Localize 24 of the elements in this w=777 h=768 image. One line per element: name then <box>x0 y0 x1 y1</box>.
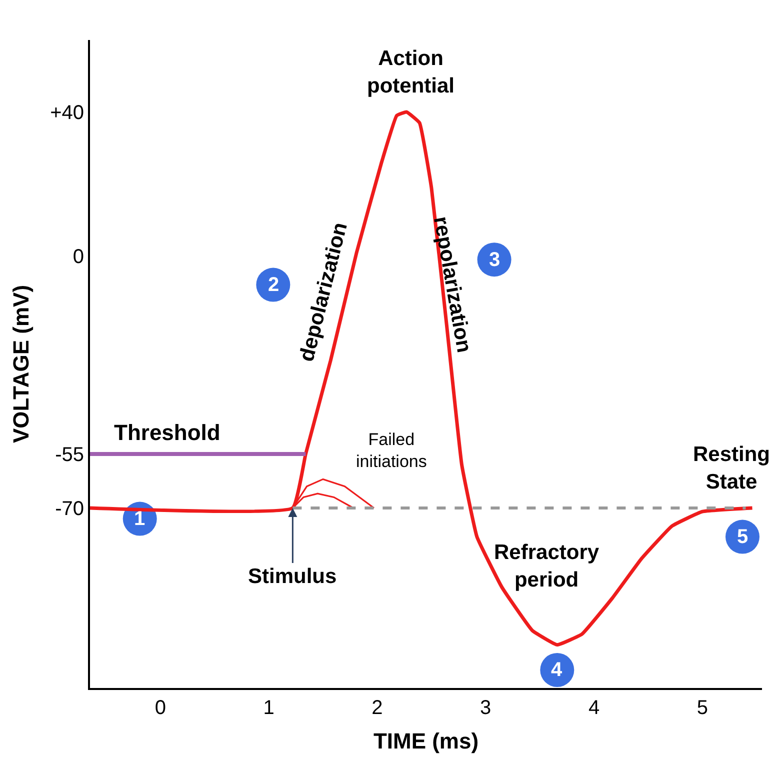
x-tick-label: 2 <box>372 697 383 719</box>
annotation: 1 <box>134 508 146 530</box>
x-tick-label: 1 <box>263 697 274 719</box>
annotation: 3 <box>489 249 500 271</box>
annotation: Resting State <box>693 443 770 494</box>
annotation: 2 <box>268 274 280 296</box>
annotation: repolarization <box>428 214 476 354</box>
y-tick-label: +40 <box>50 102 84 124</box>
y-tick-label: -55 <box>55 444 84 466</box>
x-axis-title: TIME (ms) <box>373 728 479 754</box>
x-tick-label: 0 <box>154 697 166 719</box>
y-axis-title: VOLTAGE (mV) <box>8 284 34 444</box>
y-tick-label: -70 <box>55 498 84 520</box>
annotation: Action potential <box>367 47 454 98</box>
annotation: Threshold <box>114 420 220 445</box>
x-tick-label: 4 <box>588 697 600 719</box>
x-tick-label: 5 <box>696 697 708 719</box>
y-tick-label: 0 <box>72 246 84 268</box>
annotation: Refractory period <box>494 541 600 592</box>
annotation: 4 <box>551 659 563 681</box>
annotation: Stimulus <box>248 565 337 588</box>
x-tick-label: 3 <box>480 697 492 719</box>
annotation: Failed initiations <box>356 430 427 472</box>
annotation: 5 <box>737 526 748 548</box>
